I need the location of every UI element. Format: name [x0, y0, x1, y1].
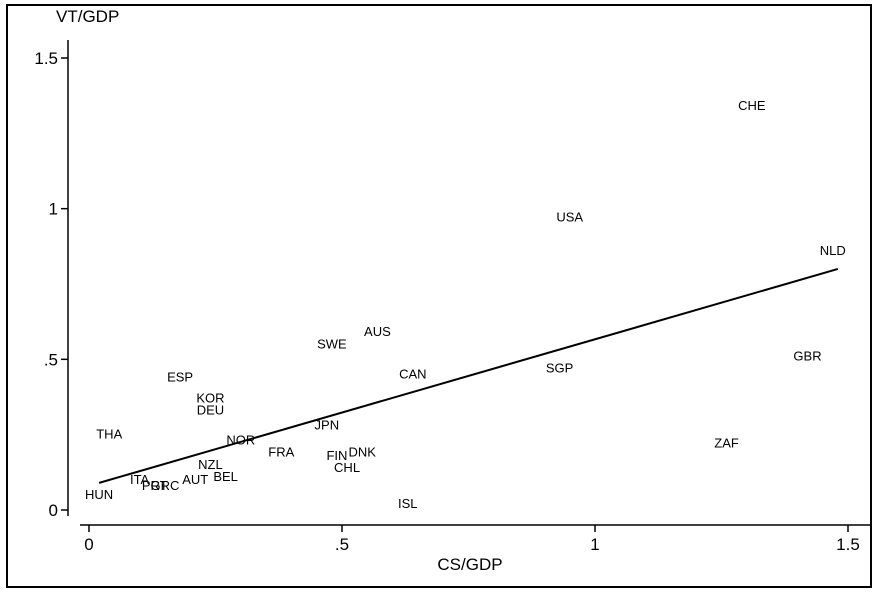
point-label-aus: AUS — [364, 324, 391, 339]
y-tick-label: .5 — [44, 350, 58, 369]
point-label-jpn: JPN — [315, 418, 340, 433]
point-label-isl: ISL — [398, 496, 418, 511]
point-label-can: CAN — [399, 366, 426, 381]
x-tick-label: 0 — [84, 535, 93, 554]
point-label-nzl: NZL — [198, 457, 223, 472]
y-axis-label: VT/GDP — [56, 7, 119, 26]
point-label-swe: SWE — [317, 336, 347, 351]
regression-line — [98, 267, 839, 484]
point-label-sgp: SGP — [546, 360, 573, 375]
y-tick-label: 1.5 — [34, 49, 58, 68]
point-label-che: CHE — [738, 98, 766, 113]
point-label-nld: NLD — [820, 243, 846, 258]
point-label-fin: FIN — [326, 448, 347, 463]
point-label-bel: BEL — [213, 469, 238, 484]
point-label-chl: CHL — [334, 460, 360, 475]
point-label-deu: DEU — [197, 403, 224, 418]
point-label-grc: GRC — [150, 478, 179, 493]
x-tick-label: .5 — [335, 535, 349, 554]
chart-frame — [6, 4, 872, 588]
x-tick-label: 1.5 — [836, 535, 860, 554]
fit-line — [98, 267, 839, 484]
x-axis-label: CS/GDP — [437, 555, 502, 574]
point-label-ita: ITA — [130, 472, 150, 487]
x-axis: 0 .5 1 1.5 — [80, 524, 870, 554]
point-label-usa: USA — [556, 210, 583, 225]
point-label-gbr: GBR — [793, 348, 821, 363]
point-label-fra: FRA — [268, 445, 294, 460]
point-label-esp: ESP — [167, 369, 193, 384]
x-tick-label: 1 — [590, 535, 599, 554]
y-tick-label: 1 — [49, 200, 58, 219]
point-label-dnk: DNK — [349, 445, 377, 460]
point-label-kor: KOR — [196, 391, 224, 406]
point-label-prt: PRT — [142, 478, 168, 493]
point-label-nor: NOR — [226, 433, 255, 448]
point-label-tha: THA — [96, 427, 122, 442]
y-axis: 0 .5 1 1.5 — [34, 40, 69, 520]
point-label-zaf: ZAF — [714, 436, 739, 451]
point-label-hun: HUN — [85, 487, 113, 502]
point-label-aut: AUT — [182, 472, 208, 487]
y-tick-label: 0 — [49, 501, 58, 520]
